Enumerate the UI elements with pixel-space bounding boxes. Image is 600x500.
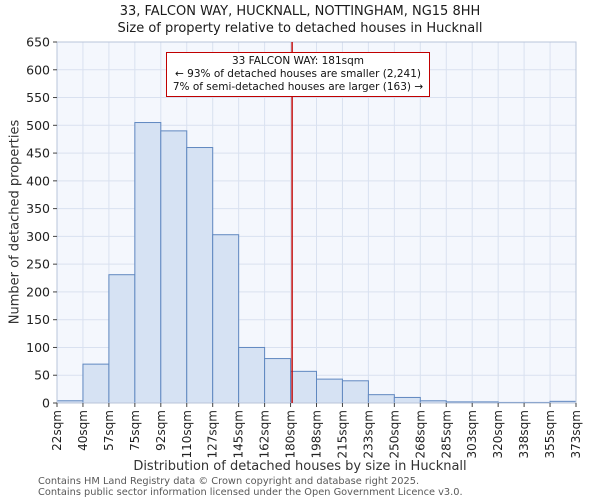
svg-text:355sqm: 355sqm	[543, 410, 557, 458]
y-axis-label: Number of detached properties	[7, 119, 23, 325]
svg-text:92sqm: 92sqm	[154, 410, 168, 451]
svg-text:198sqm: 198sqm	[310, 410, 324, 458]
chart-title: 33, FALCON WAY, HUCKNALL, NOTTINGHAM, NG…	[119, 4, 481, 19]
svg-text:0: 0	[42, 396, 50, 411]
annotation-property-line: 33 FALCON WAY: 181sqm	[231, 55, 365, 67]
svg-text:500: 500	[26, 118, 50, 133]
annotation-smaller-line: ← 93% of detached houses are smaller (2,…	[175, 68, 421, 80]
svg-text:320sqm: 320sqm	[491, 410, 505, 458]
svg-text:400: 400	[26, 173, 50, 188]
svg-text:40sqm: 40sqm	[76, 410, 90, 451]
svg-text:127sqm: 127sqm	[206, 410, 220, 458]
chart-subtitle: Size of property relative to detached ho…	[117, 21, 483, 36]
svg-text:300: 300	[26, 229, 50, 244]
footer-open-government-licence: Contains public sector information licen…	[38, 487, 463, 498]
svg-text:268sqm: 268sqm	[413, 410, 427, 458]
svg-text:200: 200	[26, 284, 50, 299]
svg-text:285sqm: 285sqm	[439, 410, 453, 458]
svg-text:50: 50	[34, 368, 50, 383]
svg-text:75sqm: 75sqm	[128, 410, 142, 451]
svg-text:373sqm: 373sqm	[569, 410, 583, 458]
footer-hm-land-registry: Contains HM Land Registry data © Crown c…	[38, 476, 420, 487]
svg-text:57sqm: 57sqm	[102, 410, 116, 451]
svg-text:162sqm: 162sqm	[258, 410, 272, 458]
annotation-larger-line: 7% of semi-detached houses are larger (1…	[172, 81, 424, 93]
svg-text:215sqm: 215sqm	[335, 410, 349, 458]
svg-text:100: 100	[26, 340, 50, 355]
svg-text:145sqm: 145sqm	[232, 410, 246, 458]
svg-text:550: 550	[26, 90, 50, 105]
svg-text:600: 600	[26, 62, 50, 77]
svg-text:22sqm: 22sqm	[50, 410, 64, 451]
svg-text:350: 350	[26, 201, 50, 216]
svg-text:250sqm: 250sqm	[387, 410, 401, 458]
svg-text:150: 150	[26, 312, 50, 327]
svg-text:110sqm: 110sqm	[180, 410, 194, 458]
svg-text:303sqm: 303sqm	[465, 410, 479, 458]
svg-text:233sqm: 233sqm	[361, 410, 375, 458]
svg-text:180sqm: 180sqm	[284, 410, 298, 458]
attribution-footer: Contains HM Land Registry data © Crown c…	[38, 476, 463, 498]
svg-text:338sqm: 338sqm	[517, 410, 531, 458]
x-axis-label: Distribution of detached houses by size …	[133, 459, 467, 474]
marker-annotation-box: 33 FALCON WAY: 181sqm ← 93% of detached …	[166, 52, 430, 97]
svg-text:650: 650	[26, 35, 50, 50]
svg-text:250: 250	[26, 257, 50, 272]
svg-text:450: 450	[26, 146, 50, 161]
